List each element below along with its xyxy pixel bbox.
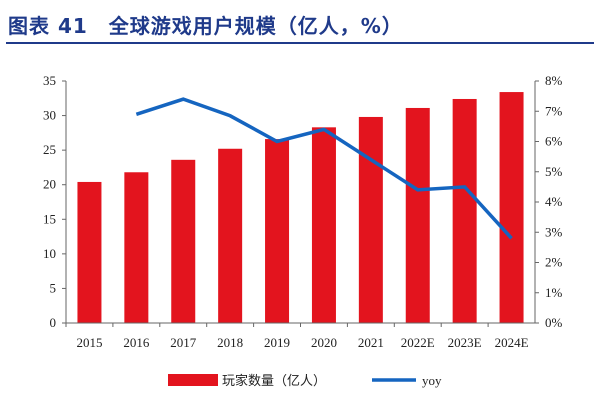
left-tick-label: 5	[50, 280, 57, 295]
bar	[405, 107, 430, 323]
yoy-line	[135, 97, 513, 240]
bar	[311, 127, 336, 323]
title-divider	[6, 42, 594, 44]
right-tick-label: 5%	[545, 164, 563, 179]
x-tick-label: 2020	[311, 335, 337, 350]
bar	[171, 159, 196, 323]
right-tick-label: 6%	[545, 134, 563, 149]
left-tick-label: 0	[50, 315, 57, 330]
right-tick-label: 0%	[545, 315, 563, 330]
bar	[124, 172, 149, 323]
x-tick-label: 2022E	[401, 335, 435, 350]
right-tick-label: 8%	[545, 73, 563, 88]
right-tick-label: 1%	[545, 285, 563, 300]
left-tick-label: 30	[43, 108, 56, 123]
x-tick-label: 2015	[76, 335, 102, 350]
bar	[499, 92, 524, 323]
x-tick-label: 2017	[170, 335, 197, 350]
x-tick-label: 2024E	[495, 335, 529, 350]
left-tick-label: 35	[43, 73, 56, 88]
right-tick-label: 2%	[545, 255, 563, 270]
bar	[77, 181, 102, 323]
legend-label-bar: 玩家数量（亿人）	[222, 373, 326, 388]
right-tick-label: 3%	[545, 224, 563, 239]
bar	[452, 98, 477, 323]
legend-swatch-bar	[168, 374, 218, 386]
x-tick-label: 2019	[264, 335, 290, 350]
bar	[218, 148, 243, 323]
left-tick-label: 15	[43, 211, 56, 226]
bar	[265, 139, 290, 323]
x-tick-label: 2023E	[448, 335, 482, 350]
left-tick-label: 20	[43, 177, 56, 192]
chart-title: 图表 41 全球游戏用户规模（亿人，%）	[8, 14, 403, 38]
legend-label-line: yoy	[422, 373, 442, 388]
bar	[358, 116, 383, 323]
left-tick-label: 25	[43, 142, 56, 157]
right-tick-label: 7%	[545, 103, 563, 118]
x-tick-label: 2021	[358, 335, 384, 350]
right-tick-label: 4%	[545, 194, 563, 209]
x-tick-label: 2016	[123, 335, 150, 350]
x-tick-label: 2018	[217, 335, 243, 350]
left-tick-label: 10	[43, 246, 56, 261]
